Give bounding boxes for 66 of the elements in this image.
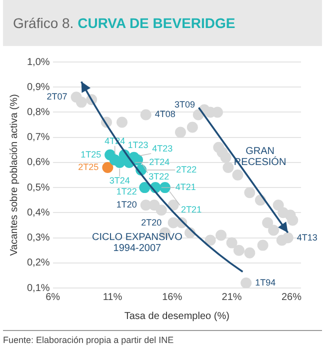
y-tick-label: 0,1% <box>26 282 50 294</box>
y-tick-label: 0,2% <box>26 258 50 269</box>
point <box>244 247 256 258</box>
point <box>76 96 87 108</box>
data-label: 4T13 <box>296 232 318 242</box>
point <box>220 152 232 163</box>
point <box>186 122 198 133</box>
data-label: 3T24 <box>109 175 130 186</box>
point <box>168 217 179 228</box>
data-label: 1T23 <box>128 140 148 150</box>
point <box>262 217 274 228</box>
source-note: Fuente: Elaboración propia a partir del INE <box>3 330 322 345</box>
point <box>139 182 150 194</box>
data-label: 1T22 <box>116 186 137 197</box>
point <box>232 170 244 180</box>
point <box>168 200 179 211</box>
data-label: 2T20 <box>141 218 162 228</box>
data-label: 2T22 <box>176 164 197 174</box>
x-tick-label: 6% <box>46 292 60 303</box>
chart-subtitle: CURVA DE BEVERIDGE <box>78 15 236 31</box>
point <box>116 116 128 128</box>
data-label: 1T94 <box>255 277 276 288</box>
point <box>276 234 288 246</box>
x-tick-label: 16% <box>162 292 182 303</box>
point <box>233 244 244 256</box>
y-axis-title: Vacantes sobre población activa (%) <box>8 94 20 256</box>
x-tick-label: 26% <box>281 292 302 303</box>
chart-title: Gráfico 8. <box>13 15 74 31</box>
point <box>244 187 256 198</box>
y-tick-label: 0,6% <box>26 157 50 168</box>
y-tick-label: 1,0% <box>26 56 50 68</box>
point <box>222 162 234 173</box>
y-tick-label: 0,9% <box>26 82 50 93</box>
point <box>204 234 216 246</box>
data-label: 3T09 <box>174 100 196 110</box>
data-label: 2T25 <box>78 162 99 172</box>
y-tick-label: 0,5% <box>26 182 50 194</box>
x-tick-label: 21% <box>222 292 242 303</box>
data-label: 1T25 <box>80 149 102 160</box>
y-tick-label: 0,4% <box>26 207 50 218</box>
data-label: 2T21 <box>181 204 202 214</box>
x-tick-label: 11% <box>102 292 122 303</box>
data-label: 4T08 <box>154 109 176 120</box>
annotation: CICLO EXPANSIVO 1994-2007 <box>92 232 183 254</box>
y-tick-label: 0,3% <box>26 232 50 244</box>
data-label: 4T21 <box>175 182 196 192</box>
point <box>102 162 114 173</box>
point <box>140 109 152 120</box>
point <box>257 240 268 251</box>
data-label: 1T20 <box>116 200 137 210</box>
point <box>268 224 280 236</box>
data-label: 2T07 <box>46 92 68 102</box>
data-label: 2T24 <box>149 156 170 167</box>
y-tick-label: 0,7% <box>26 132 50 144</box>
x-axis-title: Tasa de desempleo (%) <box>124 310 230 322</box>
point <box>240 277 252 288</box>
point <box>226 237 238 248</box>
point <box>216 230 227 241</box>
data-label: 3T22 <box>148 172 170 182</box>
y-tick-label: 0,8% <box>26 106 50 118</box>
point <box>174 126 186 138</box>
data-label: 4T23 <box>152 144 173 154</box>
point <box>287 214 298 226</box>
point <box>148 200 160 211</box>
point <box>272 200 284 211</box>
point <box>156 204 167 216</box>
